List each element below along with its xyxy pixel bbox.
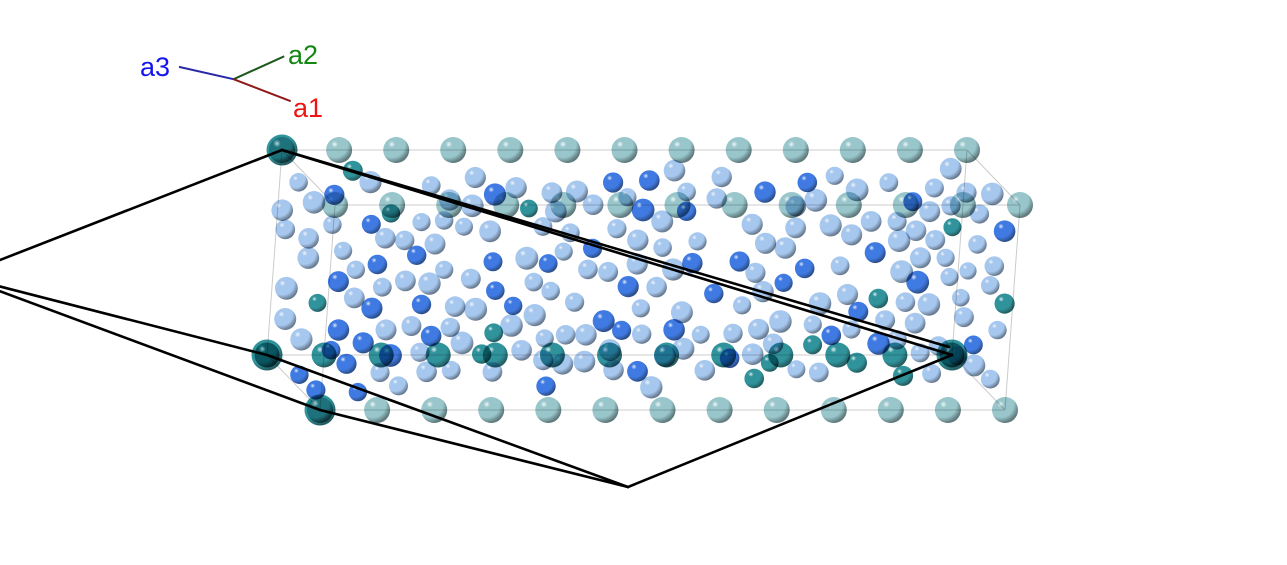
svg-text:a3: a3 xyxy=(140,52,170,82)
svg-text:a2: a2 xyxy=(288,40,318,70)
svg-text:a1: a1 xyxy=(293,93,323,123)
